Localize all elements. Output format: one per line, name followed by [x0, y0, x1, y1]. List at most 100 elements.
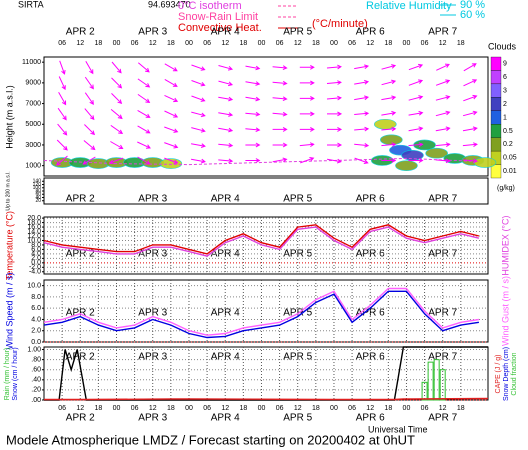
axis-label: Temperature (°C): [4, 211, 14, 280]
series-line: [43, 226, 480, 257]
station: SIRTA: [18, 0, 44, 9]
y-tick-label: 2.0: [31, 328, 41, 335]
y-tick-label: 60: [35, 192, 41, 198]
wind-arrow: [272, 96, 288, 102]
wind-arrow: [164, 142, 179, 149]
hour-label: 12: [439, 405, 447, 412]
hour-label: 18: [457, 405, 465, 412]
wind-arrow: [435, 142, 451, 148]
series-line: [43, 290, 480, 339]
wind-arrow: [354, 157, 369, 164]
hour-label: 06: [131, 405, 139, 412]
colorbar-label: 9: [503, 61, 507, 68]
wind-arrow: [463, 63, 477, 72]
wind-arrow: [111, 93, 123, 105]
wind-arrow: [354, 95, 370, 101]
y-tick-label: 8.0: [31, 242, 41, 249]
colorbar-label: 0.2: [503, 141, 513, 148]
y-tick-label: 14.0: [27, 228, 41, 235]
y-tick-label: 0.0: [31, 260, 41, 267]
wind-arrow: [435, 110, 451, 117]
y-tick-label: 7000: [25, 100, 41, 107]
legend-convective-unit: (°C/minute): [312, 18, 368, 30]
hour-label: 06: [421, 40, 429, 47]
wind-arrow: [435, 79, 451, 86]
y-tick-label: 120: [33, 182, 42, 188]
y-tick-label: 12.0: [27, 233, 41, 240]
hour-label: 18: [384, 405, 392, 412]
wind-arrow: [164, 126, 179, 133]
plot-frame: [43, 56, 489, 177]
wind-arrow: [137, 125, 151, 134]
day-label: APR 7: [428, 413, 457, 424]
wind-arrow: [272, 142, 288, 148]
day-label: APR 7: [428, 249, 457, 260]
hour-label: 00: [258, 405, 266, 412]
wind-arrow: [108, 157, 124, 164]
colorbar-label: 6: [503, 74, 507, 81]
wind-arrow: [164, 78, 178, 87]
day-label: APR 7: [428, 27, 457, 38]
wind-arrow: [272, 127, 288, 132]
wind-arrow: [408, 79, 424, 86]
wind-arrow: [408, 142, 424, 148]
y-tick-label: .40: [31, 377, 41, 384]
hour-label: 06: [276, 40, 284, 47]
wind-arrow: [299, 96, 315, 101]
day-label: APR 6: [356, 352, 385, 363]
wind-arrow: [191, 111, 206, 118]
day-label: APR 5: [283, 27, 312, 38]
day-label: APR 6: [356, 194, 385, 205]
day-label: APR 6: [356, 413, 385, 424]
wind-arrow: [381, 158, 397, 163]
hour-label: 00: [258, 40, 266, 47]
y-tick-label: 18.0: [27, 219, 41, 226]
wind-arrow: [326, 64, 342, 70]
hour-label: 12: [221, 405, 229, 412]
wind-arrow: [408, 110, 424, 116]
y-tick-label: 80: [35, 188, 41, 194]
day-label: APR 4: [211, 249, 240, 260]
hour-label: 18: [94, 405, 102, 412]
wind-arrow: [327, 158, 342, 164]
day-label: APR 3: [138, 352, 167, 363]
wind-arrow: [381, 126, 397, 132]
wind-arrow: [462, 142, 478, 148]
wind-arrow: [137, 156, 151, 165]
y-tick-label: 100: [33, 185, 42, 191]
wind-arrow: [110, 109, 123, 120]
day-label: APR 5: [283, 249, 312, 260]
hour-label: 18: [94, 40, 102, 47]
day-label: APR 6: [356, 27, 385, 38]
y-tick-label: 2.0: [31, 255, 41, 262]
hour-label: 18: [239, 405, 247, 412]
series-line: [44, 397, 489, 401]
day-label: APR 2: [66, 27, 95, 38]
y-tick-label: 6.0: [31, 305, 41, 312]
series-line: [43, 287, 480, 336]
wind-arrow: [327, 142, 343, 148]
day-label: APR 7: [428, 194, 457, 205]
hour-label: 00: [403, 40, 411, 47]
wind-arrow: [137, 93, 151, 103]
wind-arrow: [111, 77, 123, 89]
wind-arrow: [327, 127, 343, 132]
y-tick-label: 4.0: [31, 251, 41, 258]
wind-arrow: [191, 143, 206, 148]
wind-arrow: [245, 158, 261, 163]
x-axis-label: Universal Time: [368, 424, 428, 434]
hour-label: 00: [330, 405, 338, 412]
wind-arrow: [56, 155, 68, 166]
wind-arrow: [462, 126, 478, 132]
colorbar-unit: (g/kg): [497, 185, 515, 192]
plot-frame: [43, 216, 489, 275]
wind-arrow: [245, 127, 261, 133]
y-tick-label: -2.0: [29, 264, 41, 271]
hour-label: 00: [113, 405, 121, 412]
wind-arrow: [463, 79, 478, 87]
wind-arrow: [245, 96, 261, 102]
axis-label: Wind Gust (m / s): [500, 276, 510, 346]
day-label: APR 6: [356, 249, 385, 260]
wind-arrow: [137, 78, 151, 88]
